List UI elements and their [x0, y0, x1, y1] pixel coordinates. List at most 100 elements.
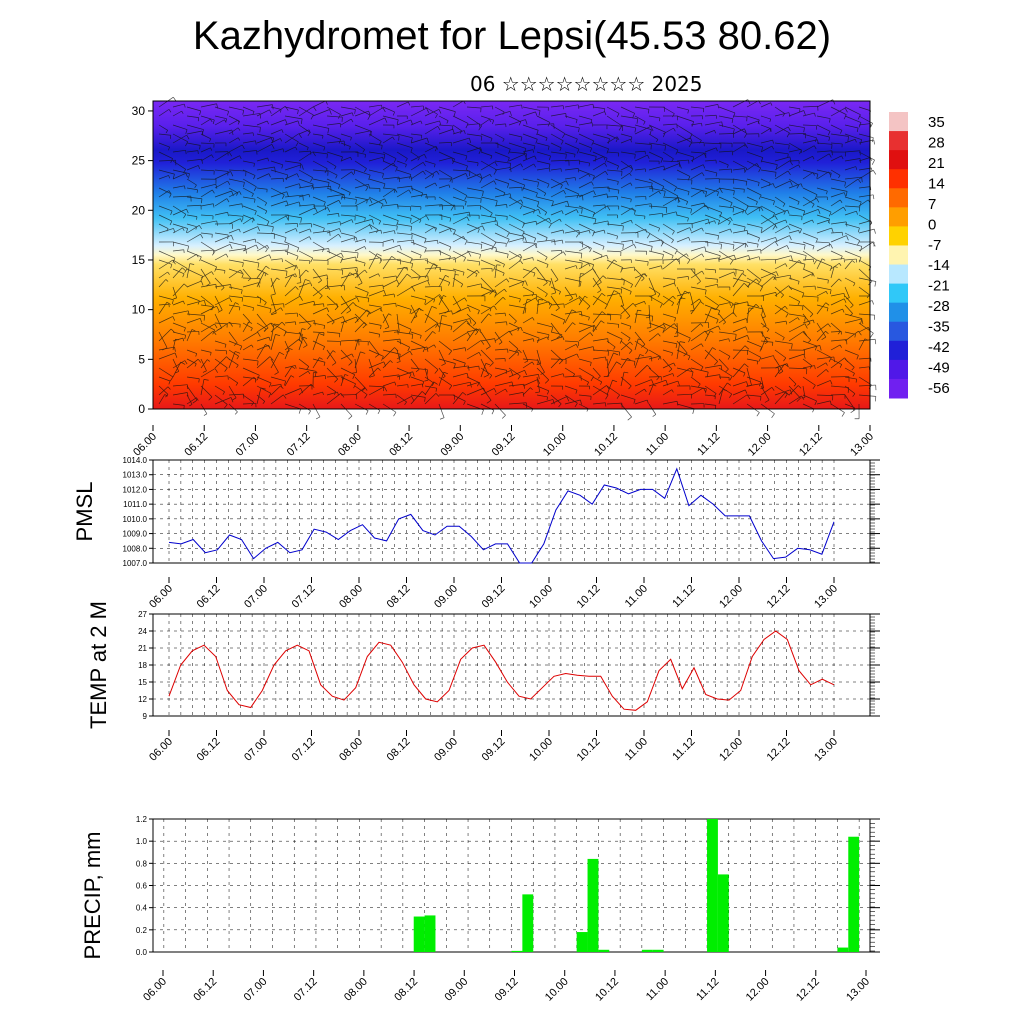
- wind-barb-shaft: [312, 160, 328, 169]
- wind-barb-flag: [718, 257, 720, 262]
- wind-barb-flag: [588, 230, 591, 234]
- wind-barb-shaft: [844, 330, 859, 342]
- wind-barb-flag: [263, 272, 269, 275]
- wind-barb-flag: [652, 414, 657, 417]
- wind-barb-shaft: [704, 220, 715, 225]
- wind-barb-shaft: [508, 214, 525, 224]
- wind-barb-flag: [650, 246, 653, 252]
- wind-barb-flag: [852, 373, 855, 377]
- wind-barb-flag: [463, 130, 466, 135]
- wind-barb-shaft: [676, 159, 689, 162]
- wind-barb-shaft: [732, 394, 748, 405]
- wind-barb-shaft: [816, 142, 833, 145]
- wind-barb-flag: [415, 369, 420, 373]
- wind-barb-shaft: [424, 344, 435, 351]
- wind-barb-shaft: [620, 322, 632, 327]
- wind-barb-shaft: [802, 139, 818, 144]
- y-tick-label: 1013.0: [123, 471, 148, 480]
- wind-barb-flag: [807, 322, 811, 326]
- wind-barb-flag: [589, 332, 594, 337]
- wind-barb-flag: [676, 401, 679, 406]
- wind-barb-flag: [756, 361, 759, 365]
- wind-barb-flag: [601, 293, 606, 297]
- wind-barb-flag: [489, 213, 493, 217]
- wind-barb-flag: [758, 167, 762, 173]
- wind-barb-shaft: [760, 313, 767, 326]
- wind-barb-flag: [786, 245, 790, 250]
- wind-barb-flag: [421, 383, 424, 388]
- wind-barb-shaft: [172, 358, 180, 372]
- wind-barb-shaft: [578, 313, 590, 318]
- wind-barb-shaft: [620, 244, 635, 252]
- wind-barb-shaft: [452, 394, 466, 402]
- wind-barb-shaft: [452, 100, 464, 108]
- wind-barb-shaft: [760, 271, 777, 279]
- wind-barb-flag: [772, 183, 775, 188]
- wind-barb-flag: [185, 173, 188, 178]
- wind-barb-flag: [622, 244, 624, 250]
- wind-barb-shaft: [578, 160, 590, 164]
- wind-barb-shaft: [662, 295, 674, 303]
- wind-barb-flag: [182, 227, 185, 231]
- wind-barb-shaft: [648, 384, 654, 396]
- precip-bar: [848, 836, 860, 952]
- y-tick-label: 25: [132, 154, 146, 168]
- wind-barb-shaft: [802, 340, 817, 347]
- wind-barb-shaft: [242, 344, 252, 351]
- wind-barb-flag: [845, 191, 848, 197]
- wind-barb-shaft: [648, 333, 659, 342]
- wind-barb-shaft: [480, 289, 495, 297]
- colorbar-swatch: [889, 131, 908, 151]
- wind-barb-flag: [825, 330, 829, 334]
- wind-barb-shaft: [648, 250, 664, 255]
- wind-barb-flag: [323, 201, 326, 206]
- wind-barb-flag: [814, 365, 816, 370]
- wind-barb-flag: [701, 253, 705, 258]
- wind-barb-shaft: [382, 313, 390, 328]
- wind-barb-flag: [592, 175, 595, 181]
- wind-barb-shaft: [536, 259, 549, 265]
- wind-barb-shaft: [746, 249, 761, 252]
- wind-barb-shaft: [256, 166, 275, 171]
- wind-barb-shaft: [802, 295, 819, 298]
- wind-barb-flag: [519, 254, 523, 258]
- wind-barb-shaft: [858, 286, 870, 296]
- wind-barb-flag: [871, 300, 874, 305]
- wind-barb-flag: [607, 138, 610, 144]
- wind-barb-flag: [265, 210, 268, 215]
- wind-barb-shaft: [214, 234, 232, 243]
- wind-barb-shaft: [340, 353, 353, 360]
- wind-barb-shaft: [228, 155, 240, 162]
- wind-barb-shaft: [830, 322, 841, 332]
- wind-barb-shaft: [746, 160, 761, 169]
- wind-barb-shaft: [494, 151, 510, 158]
- wind-barb-shaft: [746, 178, 760, 183]
- wind-barb-flag: [352, 302, 357, 307]
- wind-barb-flag: [355, 316, 359, 322]
- wind-barb-shaft: [844, 232, 860, 241]
- wind-barb-flag: [697, 383, 701, 388]
- wind-barb-shaft: [326, 178, 341, 186]
- wind-barb-shaft: [550, 286, 561, 292]
- wind-barb-flag: [853, 282, 856, 287]
- wind-barb-shaft: [186, 225, 200, 234]
- wind-barb-shaft: [620, 207, 633, 216]
- wind-barb-shaft: [522, 155, 535, 162]
- wind-barb-shaft: [186, 150, 198, 153]
- wind-barb-flag: [575, 119, 578, 124]
- wind-barb-shaft: [676, 403, 695, 410]
- wind-barb-flag: [657, 333, 661, 337]
- wind-barb-shaft: [564, 259, 583, 264]
- wind-barb-shaft: [550, 295, 560, 309]
- wind-barb-shaft: [592, 162, 605, 171]
- wind-barb-flag: [537, 201, 540, 207]
- wind-barb-shaft: [634, 228, 646, 234]
- wind-barb-flag: [396, 119, 399, 125]
- wind-barb-shaft: [452, 365, 469, 369]
- wind-barb-flag: [692, 408, 695, 414]
- wind-barb-shaft: [396, 205, 411, 207]
- wind-barb-shaft: [634, 115, 646, 122]
- wind-barb-shaft: [298, 268, 302, 283]
- wind-barb-flag: [759, 286, 764, 292]
- wind-barb-flag: [784, 363, 789, 368]
